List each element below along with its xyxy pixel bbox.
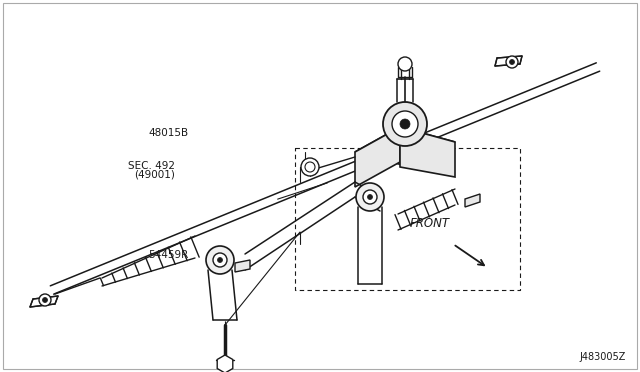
Circle shape [356,183,384,211]
Circle shape [206,246,234,274]
Polygon shape [235,260,250,272]
Circle shape [400,119,410,129]
Circle shape [301,158,319,176]
Polygon shape [217,355,233,372]
Text: FRONT: FRONT [410,217,450,230]
Polygon shape [400,127,455,177]
Circle shape [398,57,412,71]
Circle shape [218,257,223,263]
Text: 54459R: 54459R [148,250,189,260]
Circle shape [39,294,51,306]
Circle shape [213,253,227,267]
Polygon shape [355,127,455,167]
Circle shape [506,56,518,68]
Circle shape [383,102,427,146]
Text: J483005Z: J483005Z [580,352,626,362]
Circle shape [42,298,47,302]
Text: 48015B: 48015B [148,128,189,138]
Polygon shape [465,194,480,207]
Text: SEC. 492: SEC. 492 [128,161,175,170]
Circle shape [509,60,515,64]
Text: (49001): (49001) [134,169,175,179]
Polygon shape [355,127,400,187]
Circle shape [367,195,372,199]
Polygon shape [30,296,58,307]
Circle shape [392,111,418,137]
Circle shape [305,162,315,172]
Polygon shape [495,56,522,66]
Circle shape [363,190,377,204]
